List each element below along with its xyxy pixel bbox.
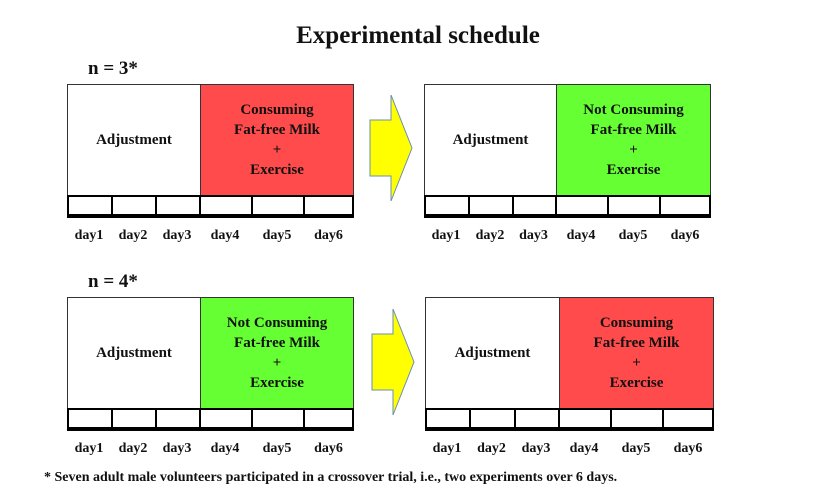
day-cell xyxy=(69,410,113,427)
day-label: day5 xyxy=(621,441,651,456)
day-cell xyxy=(557,197,609,214)
adjustment-block: Adjustment xyxy=(425,85,557,195)
day-label: day2 xyxy=(475,228,505,243)
day-label: day5 xyxy=(262,441,292,456)
day-label: day1 xyxy=(74,441,104,456)
day-labels: day1 day2 day3 day4 day5 day6 xyxy=(67,441,354,459)
day-label: day1 xyxy=(432,441,462,456)
treatment-line: Exercise xyxy=(606,162,661,178)
day-label: day6 xyxy=(314,441,343,456)
day-label: day6 xyxy=(670,228,700,243)
treatment-line: Not Consuming xyxy=(583,102,684,118)
day-label: day1 xyxy=(74,228,104,243)
group-1-n-label: n = 3* xyxy=(88,58,138,79)
treatment-line: Fat-free Milk xyxy=(593,335,680,351)
day-label: day4 xyxy=(210,441,240,456)
day-cell xyxy=(470,197,514,214)
treatment-line: + xyxy=(272,355,282,371)
day-cell xyxy=(201,410,253,427)
day-cell xyxy=(113,410,157,427)
day-strip xyxy=(67,408,354,431)
treatment-line: Exercise xyxy=(250,375,304,391)
day-cell xyxy=(427,410,471,427)
day-cell xyxy=(157,197,201,214)
day-cell xyxy=(157,410,201,427)
treatment-block-consuming: Consuming Fat-free Milk + Exercise xyxy=(201,85,353,195)
day-cell xyxy=(661,197,709,214)
day-cell xyxy=(514,197,557,214)
day-label: day3 xyxy=(521,441,551,456)
adjustment-block: Adjustment xyxy=(426,298,560,408)
treatment-line: Fat-free Milk xyxy=(234,335,320,351)
day-label: day2 xyxy=(118,228,148,243)
day-labels: day1 day2 day3 day4 day5 day6 xyxy=(425,441,714,459)
treatment-line: Fat-free Milk xyxy=(590,122,677,138)
group-2-phase-2: Adjustment Consuming Fat-free Milk + Exe… xyxy=(425,297,714,456)
day-label: day4 xyxy=(569,441,599,456)
day-cell xyxy=(516,410,560,427)
crossover-arrow-icon xyxy=(371,308,415,416)
day-cell xyxy=(612,410,664,427)
treatment-block-not-consuming: Not Consuming Fat-free Milk + Exercise xyxy=(557,85,710,195)
day-cell xyxy=(253,197,305,214)
treatment-line: + xyxy=(632,355,641,371)
day-label: day4 xyxy=(566,228,596,243)
crossover-arrow-icon xyxy=(369,94,413,202)
day-labels: day1 day2 day3 day4 day5 day6 xyxy=(67,228,354,246)
group-1-phase-2: Adjustment Not Consuming Fat-free Milk +… xyxy=(424,84,711,243)
treatment-line: Exercise xyxy=(250,162,304,178)
day-label: day5 xyxy=(618,228,648,243)
day-labels: day1 day2 day3 day4 day5 day6 xyxy=(424,228,711,246)
day-label: day3 xyxy=(519,228,548,243)
day-cell xyxy=(426,197,470,214)
group-2-n-label: n = 4* xyxy=(88,271,138,292)
day-cell xyxy=(253,410,305,427)
day-cell xyxy=(560,410,612,427)
day-label: day5 xyxy=(262,228,292,243)
day-strip xyxy=(67,195,354,218)
treatment-line: Not Consuming xyxy=(226,315,328,331)
footnote: * Seven adult male volunteers participat… xyxy=(44,470,618,485)
group-1-phase-1: Adjustment Consuming Fat-free Milk + Exe… xyxy=(67,84,354,243)
treatment-line: + xyxy=(629,142,638,158)
day-strip xyxy=(424,195,711,218)
diagram-title: Experimental schedule xyxy=(296,22,540,49)
adjustment-block: Adjustment xyxy=(68,298,201,408)
day-cell xyxy=(664,410,712,427)
day-cell xyxy=(69,197,113,214)
treatment-block-consuming: Consuming Fat-free Milk + Exercise xyxy=(560,298,713,408)
day-label: day3 xyxy=(162,441,192,456)
day-label: day6 xyxy=(314,228,343,243)
treatment-line: Fat-free Milk xyxy=(234,122,320,138)
treatment-block-not-consuming: Not Consuming Fat-free Milk + Exercise xyxy=(201,298,353,408)
day-label: day2 xyxy=(118,441,148,456)
day-label: day3 xyxy=(162,228,192,243)
group-2-phase-1: Adjustment Not Consuming Fat-free Milk +… xyxy=(67,297,354,456)
day-cell xyxy=(305,410,352,427)
day-cell xyxy=(201,197,253,214)
day-label: day1 xyxy=(431,228,461,243)
day-cell xyxy=(609,197,661,214)
adjustment-block: Adjustment xyxy=(68,85,201,195)
day-cell xyxy=(305,197,352,214)
day-cell xyxy=(113,197,157,214)
treatment-line: Exercise xyxy=(609,375,664,391)
treatment-line: + xyxy=(272,142,282,158)
treatment-line: Consuming xyxy=(599,315,674,331)
treatment-line: Consuming xyxy=(240,102,314,118)
day-label: day4 xyxy=(210,228,240,243)
day-cell xyxy=(471,410,516,427)
day-label: day2 xyxy=(477,441,506,456)
day-strip xyxy=(425,408,714,431)
day-label: day6 xyxy=(673,441,703,456)
